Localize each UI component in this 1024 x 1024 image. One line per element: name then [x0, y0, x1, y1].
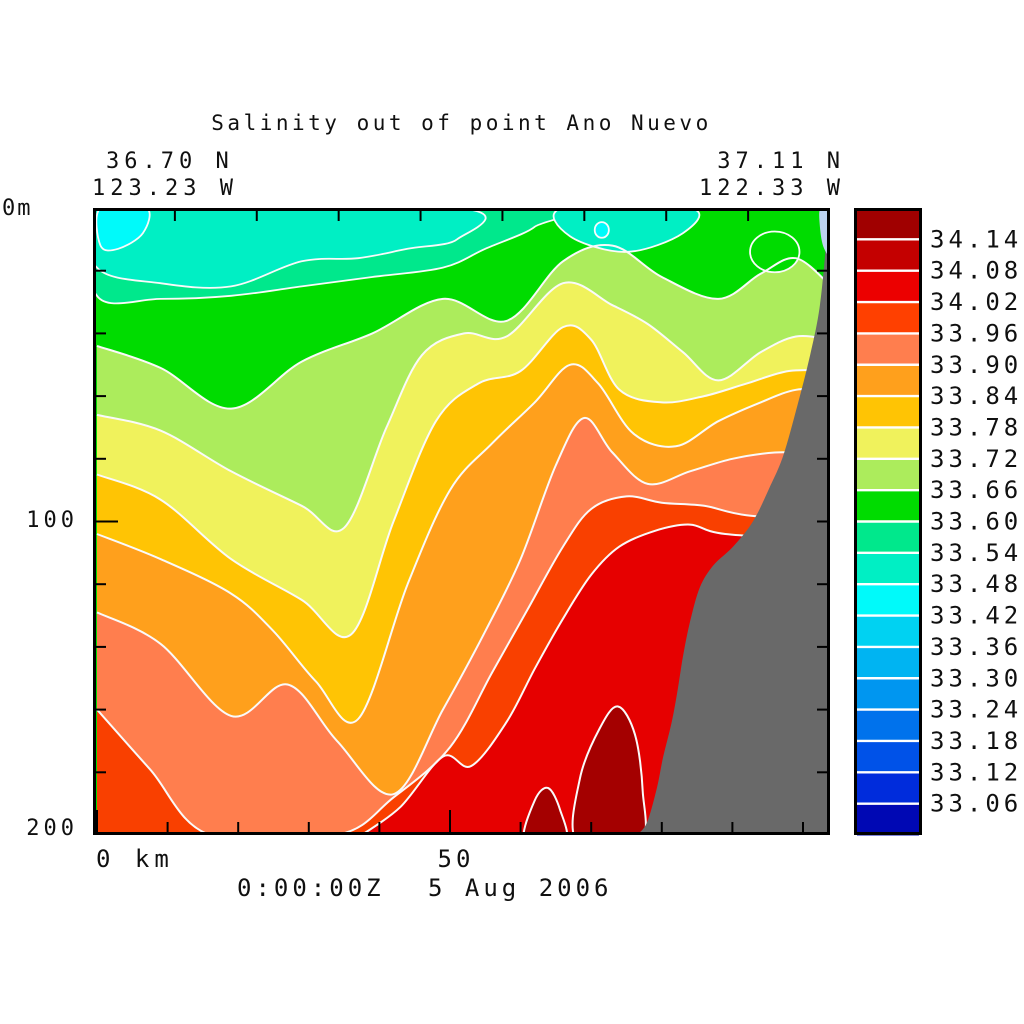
colorbar-label-33.54: 33.54 [930, 539, 1022, 567]
colorbar-segment-17 [857, 740, 919, 773]
colorbar-label-34.14: 34.14 [930, 225, 1022, 253]
colorbar-segment-18 [857, 772, 919, 805]
contour-line-33.78 [96, 324, 830, 639]
colorbar-label-33.24: 33.24 [930, 696, 1022, 724]
contour-line-33.72 [96, 281, 830, 533]
timestamp-time-label: 0:00:00Z [237, 874, 385, 902]
maroon-core-large [571, 705, 647, 835]
green-pocket-nearshore [749, 230, 801, 274]
colorbar-label-33.42: 33.42 [930, 602, 1022, 630]
colorbar-segment-8 [857, 458, 919, 491]
distance-axis-tick-label-50: 50 [437, 845, 475, 873]
colorbar-label-34.08: 34.08 [930, 257, 1022, 285]
timestamp-date-label: 5 Aug 2006 [428, 874, 613, 902]
colorbar-segment-5 [857, 364, 919, 397]
contour-field-group [93, 208, 830, 835]
plot-frame [93, 208, 830, 835]
depth-axis-tick-label-200: 200 [26, 816, 78, 841]
colorbar-segment-0 [857, 208, 919, 240]
right-latitude-label: 37.11 N [717, 149, 845, 174]
colorbar-label-33.84: 33.84 [930, 382, 1022, 410]
colorbar-segment-15 [857, 678, 919, 711]
colorbar-segment-2 [857, 270, 919, 303]
colorbar-label-33.36: 33.36 [930, 633, 1022, 661]
colorbar-segment-1 [857, 239, 919, 272]
colorbar-segment-4 [857, 333, 919, 366]
colorbar-frame [854, 208, 922, 835]
turquoise-surface-patch-2 [552, 208, 701, 253]
colorbar-label-34.02: 34.02 [930, 288, 1022, 316]
colorbar-segment-9 [857, 490, 919, 522]
contour-line-33.96 [96, 495, 830, 835]
colorbar-label-33.30: 33.30 [930, 664, 1022, 692]
plot-title: Salinity out of point Ano Nuevo [211, 111, 712, 135]
maroon-core-small [522, 786, 569, 835]
depth-axis-tick-label-100: 100 [26, 508, 78, 533]
colorbar-segment-3 [857, 302, 919, 334]
right-longitude-label: 122.33 W [699, 176, 845, 201]
colorbar-segment-14 [857, 646, 919, 679]
contour-line-33.66 [96, 244, 830, 410]
colorbar-segment-19 [857, 803, 919, 836]
colorbar-label-33.48: 33.48 [930, 570, 1022, 598]
colorbar-label-33.60: 33.60 [930, 508, 1022, 536]
land-mask [637, 231, 830, 835]
colorbar-label-33.12: 33.12 [930, 758, 1022, 786]
colorbar-segment-11 [857, 552, 919, 585]
contour-line-33.9 [96, 417, 830, 796]
colorbar-segment-12 [857, 584, 919, 617]
colorbar-label-33.90: 33.90 [930, 351, 1022, 379]
distance-axis-origin-label: 0 km [96, 845, 174, 873]
contour-line-34.02 [361, 523, 830, 835]
colorbar-label-33.66: 33.66 [930, 476, 1022, 504]
cyan-surface-patch [95, 208, 151, 252]
colorbar-label-33.96: 33.96 [930, 319, 1022, 347]
colorbar-segment-13 [857, 615, 919, 648]
colorbar-label-33.18: 33.18 [930, 727, 1022, 755]
colorbar-label-33.72: 33.72 [930, 445, 1022, 473]
turquoise-surface-layer [93, 208, 487, 289]
contour-line-33.84 [96, 363, 830, 724]
colorbar-label-33.78: 33.78 [930, 413, 1022, 441]
colorbar-segment-7 [857, 427, 919, 460]
colorbar-segment-10 [857, 521, 919, 554]
colorbar-label-33.06: 33.06 [930, 790, 1022, 818]
depth-axis-surface-label: 0m [2, 196, 33, 221]
cyan-dot [593, 221, 610, 239]
colorbar-segment-6 [857, 396, 919, 428]
left-longitude-label: 123.23 W [92, 176, 238, 201]
colorbar-segment-16 [857, 709, 919, 742]
colorbar-group: 34.14 34.08 34.02 33.96 33.90 33.84 33.78 33.72… [854, 208, 1022, 836]
left-latitude-label: 36.70 N [106, 149, 234, 174]
